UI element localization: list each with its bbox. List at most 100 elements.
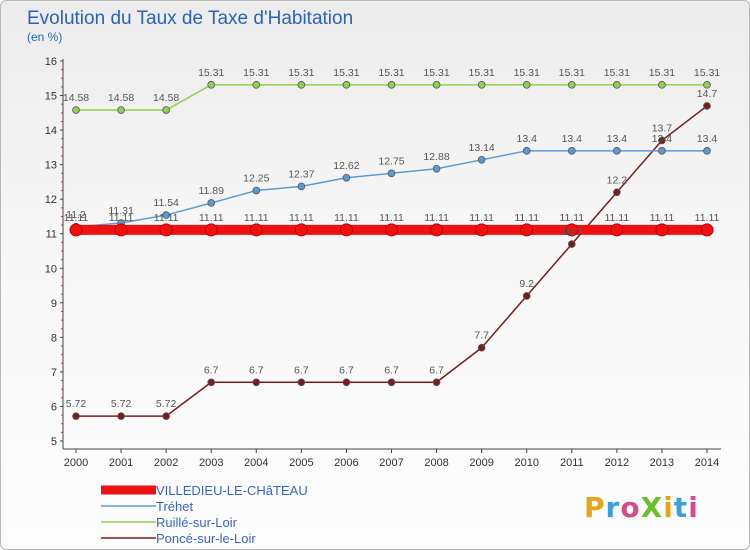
data-point xyxy=(252,81,261,89)
y-tick-label: 13 xyxy=(45,160,57,172)
x-tick-label: 2007 xyxy=(379,457,403,469)
x-tick-label: 2010 xyxy=(514,457,538,469)
x-tick-label: 2014 xyxy=(695,457,719,469)
data-label: 14.58 xyxy=(153,92,179,104)
data-label: 11.11 xyxy=(379,212,404,224)
series-1 xyxy=(72,147,711,231)
x-tick-label: 2009 xyxy=(469,457,493,469)
logo-letter: o xyxy=(620,491,641,524)
data-label: 15.31 xyxy=(243,67,269,79)
data-point xyxy=(432,81,441,89)
y-tick-label: 6 xyxy=(51,401,57,413)
x-tick-label: 2011 xyxy=(560,457,584,469)
data-label: 6.7 xyxy=(294,364,309,376)
data-label: 15.31 xyxy=(694,67,720,79)
data-label: 11.11 xyxy=(469,212,494,224)
data-label: 11.11 xyxy=(559,212,584,224)
y-tick-label: 16 xyxy=(45,56,57,68)
y-tick-label: 10 xyxy=(45,263,57,275)
labels-series-2: 14.58 14.58 14.58 15.31 15.31 15.31 15.31 15.31… xyxy=(63,67,720,104)
data-label: 14.58 xyxy=(108,92,134,104)
x-tick-label: 2008 xyxy=(424,457,448,469)
data-label: 15.31 xyxy=(559,67,585,79)
data-label: 12.37 xyxy=(288,168,314,180)
data-label: 13.14 xyxy=(469,142,495,154)
data-label: 5.72 xyxy=(111,398,132,410)
data-label: 10.7 xyxy=(562,226,583,238)
data-point xyxy=(658,81,666,89)
series-layer: 11.11 11.11 11.11 11.11 11.11 11.11 11.11 11.11… xyxy=(63,67,720,420)
data-label: 11.11 xyxy=(244,212,269,224)
logo-letter: i xyxy=(663,491,674,524)
data-point xyxy=(207,81,216,89)
data-label: 11.11 xyxy=(695,212,720,224)
data-label: 13.4 xyxy=(516,133,537,145)
logo-letter: P xyxy=(584,491,606,524)
data-point xyxy=(162,106,170,114)
data-point xyxy=(475,223,489,237)
logo-letter: X xyxy=(640,491,664,524)
data-label: 14.58 xyxy=(63,92,89,104)
x-tick-label: 2012 xyxy=(605,457,629,469)
data-point xyxy=(207,199,216,207)
data-point xyxy=(204,223,218,237)
chart-title: Evolution du Taux de Taxe d'Habitation xyxy=(27,8,353,29)
data-point xyxy=(114,223,128,237)
data-label: 11.11 xyxy=(424,212,449,224)
labels-series-0: 11.11 11.11 11.11 11.11 11.11 11.11 11.11 11.11… xyxy=(64,212,720,224)
y-tick-label: 5 xyxy=(51,436,57,448)
data-point xyxy=(342,173,351,182)
x-tick-label: 2002 xyxy=(154,457,178,469)
series-2 xyxy=(72,81,711,114)
x-tick-label: 2013 xyxy=(650,457,674,469)
data-point xyxy=(567,147,576,155)
data-point xyxy=(342,378,351,387)
data-point xyxy=(565,223,579,237)
data-point xyxy=(72,106,80,114)
data-point xyxy=(72,412,80,420)
data-point xyxy=(658,136,666,145)
data-point xyxy=(613,188,621,197)
data-label: 11.11 xyxy=(334,212,359,224)
y-tick-label: 11 xyxy=(46,229,57,241)
legend-label: Poncé-sur-le-Loir xyxy=(156,531,256,546)
x-tick-label: 2000 xyxy=(64,457,88,469)
chart-subtitle: (en %) xyxy=(27,30,62,44)
data-point xyxy=(387,378,396,387)
data-point xyxy=(522,81,531,89)
logo-letter: i xyxy=(688,491,699,524)
series-3 xyxy=(72,102,711,420)
data-label: 15.31 xyxy=(378,67,404,79)
data-point xyxy=(477,81,486,89)
data-point xyxy=(387,169,396,178)
data-label: 11.11 xyxy=(514,212,539,224)
data-point xyxy=(117,412,125,420)
data-point xyxy=(162,412,170,420)
data-label: 11.31 xyxy=(108,205,134,217)
data-label: 11.11 xyxy=(289,212,314,224)
data-label: 13.4 xyxy=(697,133,718,145)
data-label: 13.4 xyxy=(607,133,628,145)
data-point xyxy=(342,81,351,89)
data-label: 11.11 xyxy=(64,212,89,224)
data-label: 13.4 xyxy=(652,133,673,145)
data-point xyxy=(477,156,486,164)
data-label: 6.7 xyxy=(339,364,354,376)
legend-label: Tréhet xyxy=(156,499,193,514)
x-tick-label: 2006 xyxy=(334,457,358,469)
data-label: 15.31 xyxy=(198,67,224,79)
data-label: 15.31 xyxy=(423,67,449,79)
data-point xyxy=(294,223,308,237)
y-tick-label: 15 xyxy=(45,91,57,103)
data-point xyxy=(613,81,621,89)
x-tick-label: 2004 xyxy=(244,457,268,469)
data-label: 12.2 xyxy=(607,174,628,186)
data-label: 11.11 xyxy=(109,212,134,224)
data-point xyxy=(159,223,173,237)
data-label: 15.31 xyxy=(604,67,630,79)
series-0 xyxy=(69,223,714,237)
y-tick-label: 7 xyxy=(51,367,57,379)
data-label: 13.7 xyxy=(652,122,673,134)
logo-letter: r xyxy=(605,491,621,524)
legend-label: Ruillé-sur-Loir xyxy=(156,515,238,530)
